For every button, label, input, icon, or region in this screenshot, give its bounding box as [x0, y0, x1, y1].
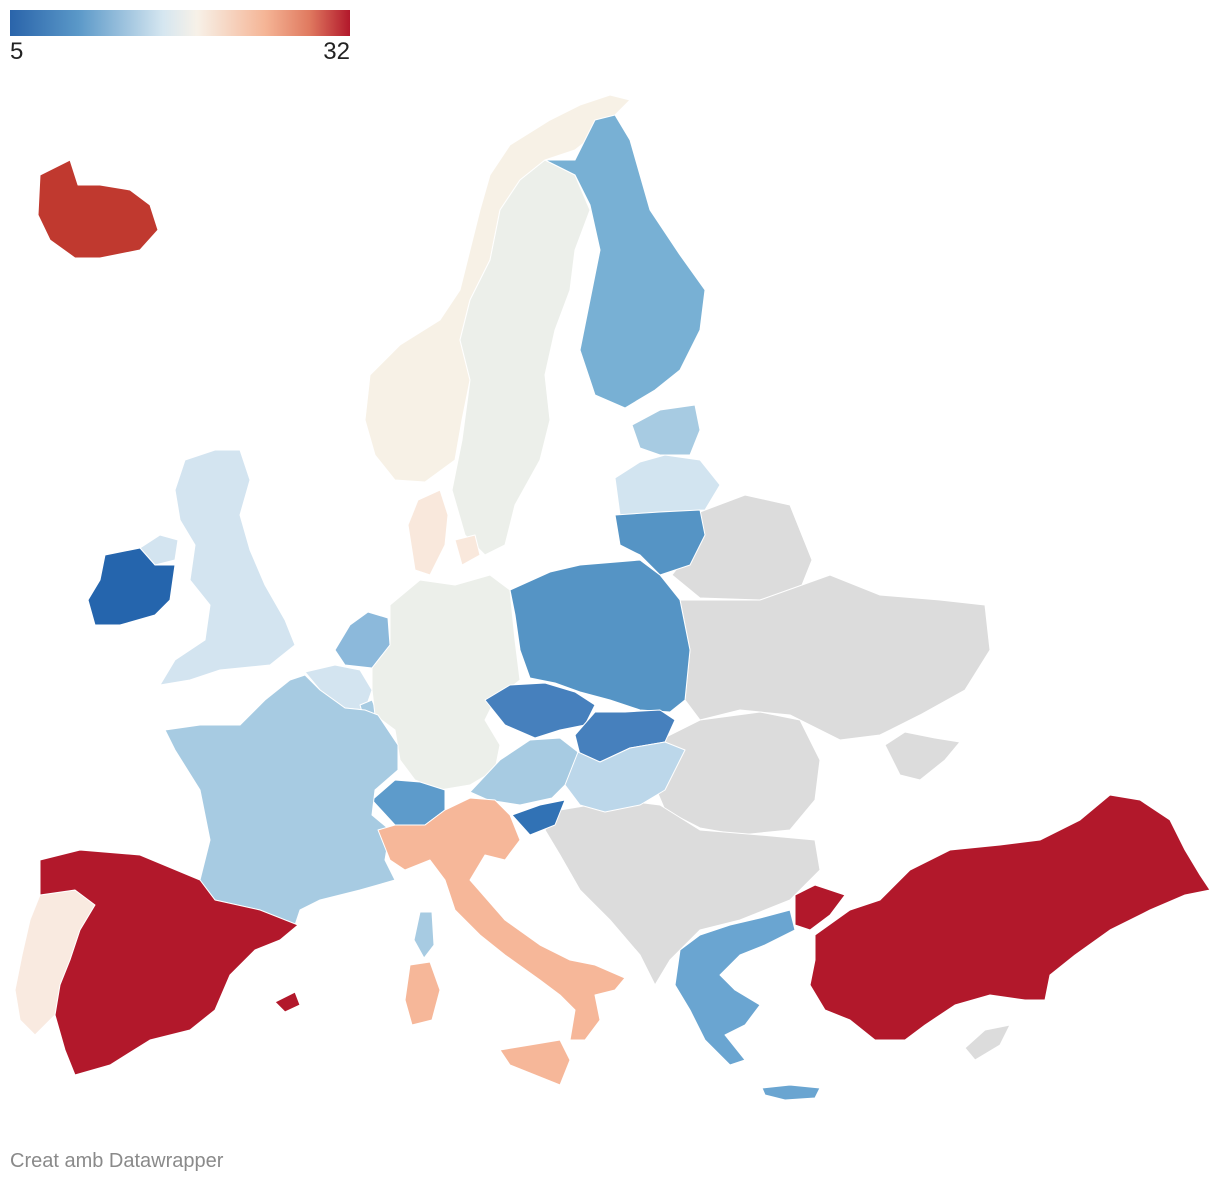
region-latvia[interactable]: [614, 454, 721, 516]
region-italy[interactable]: [377, 797, 626, 1041]
region-austria[interactable]: [469, 737, 579, 806]
region-balearic-islands[interactable]: [274, 991, 301, 1013]
region-cyprus[interactable]: [964, 1024, 1011, 1061]
region-corsica[interactable]: [413, 911, 435, 959]
region-sardinia[interactable]: [404, 961, 441, 1026]
region-slovenia[interactable]: [511, 799, 566, 836]
region-ukraine[interactable]: [679, 574, 991, 741]
region-crimea[interactable]: [884, 731, 961, 781]
region-denmark-islands[interactable]: [454, 534, 481, 566]
region-finland[interactable]: [544, 114, 706, 409]
region-moldova-romania[interactable]: [649, 711, 821, 836]
region-sweden[interactable]: [451, 159, 591, 556]
region-united-kingdom[interactable]: [159, 449, 296, 686]
europe-map: [14, 94, 1211, 1101]
region-balkans[interactable]: [544, 799, 821, 986]
region-greece[interactable]: [674, 909, 796, 1066]
region-estonia[interactable]: [631, 404, 701, 456]
region-turkey[interactable]: [809, 794, 1211, 1041]
region-crete[interactable]: [761, 1084, 821, 1101]
region-poland[interactable]: [509, 559, 691, 713]
region-turkey-europe[interactable]: [794, 884, 846, 931]
region-ireland[interactable]: [87, 547, 176, 626]
region-sicily[interactable]: [499, 1039, 571, 1086]
region-denmark[interactable]: [407, 489, 449, 576]
region-czechia[interactable]: [484, 682, 596, 739]
legend-min-label: 5: [10, 38, 24, 65]
region-iceland[interactable]: [37, 159, 159, 259]
legend-max-label: 32: [323, 38, 350, 65]
color-legend: 5 32: [10, 10, 350, 66]
datawrapper-credit[interactable]: Creat amb Datawrapper: [10, 1150, 224, 1172]
region-lithuania[interactable]: [614, 509, 706, 576]
region-france[interactable]: [164, 674, 399, 926]
legend-gradient-bar: [10, 10, 350, 36]
region-hungary[interactable]: [564, 741, 686, 813]
region-spain[interactable]: [39, 849, 299, 1076]
